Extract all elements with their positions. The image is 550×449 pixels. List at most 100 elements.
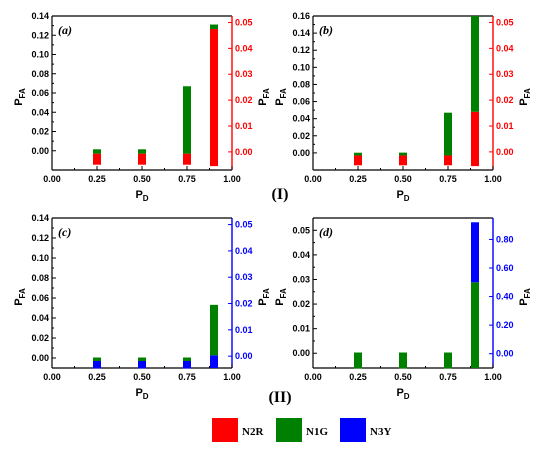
y-tick-label: 0.05 bbox=[292, 225, 310, 235]
bar-n1g bbox=[183, 86, 191, 154]
y-tick-label: 0.14 bbox=[292, 28, 310, 38]
y-tick-label: 0.02 bbox=[292, 131, 310, 141]
y-tick-label: 0.10 bbox=[31, 253, 49, 263]
y-tick-label: 0.03 bbox=[292, 274, 310, 284]
x-tick-label: 0.50 bbox=[394, 174, 412, 184]
y-tick-label: 0.14 bbox=[31, 213, 49, 223]
bar-n2r bbox=[471, 111, 479, 167]
panel-label: (c) bbox=[58, 225, 71, 239]
y-right-tick-label: 0.01 bbox=[235, 121, 253, 131]
bar-n3y bbox=[183, 361, 191, 369]
x-axis-label: PD bbox=[396, 189, 409, 203]
x-axis-label: PD bbox=[135, 387, 148, 401]
panel-label: (b) bbox=[319, 23, 333, 37]
y-tick-label: 0.12 bbox=[292, 45, 310, 55]
bar-n1g bbox=[399, 352, 407, 369]
legend-label-n3y: N3Y bbox=[370, 426, 391, 438]
y-right-axis-label: PFA bbox=[518, 288, 532, 306]
bar-n3y bbox=[471, 222, 479, 283]
y-right-axis-label: PFA bbox=[518, 88, 532, 106]
y-right-tick-label: 0.02 bbox=[235, 299, 253, 309]
y-tick-label: 0.10 bbox=[31, 50, 49, 60]
bar-n1g bbox=[93, 357, 101, 361]
y-tick-label: 0.04 bbox=[31, 313, 49, 323]
y-tick-label: 0.02 bbox=[31, 333, 49, 343]
panel-a: 0.00 0.02 0.04 0.06 0.08 0.10 0.12 0.14 0.00 0.01… bbox=[13, 11, 271, 203]
y-tick-label: 0.04 bbox=[31, 107, 49, 117]
bar-n1g bbox=[138, 149, 146, 154]
y-tick-label: 0.08 bbox=[31, 273, 49, 283]
x-tick-label: 0.75 bbox=[178, 174, 196, 184]
bar-n2r bbox=[210, 28, 218, 167]
bar-n1g bbox=[471, 282, 479, 368]
y-axis-label: PFA bbox=[274, 88, 288, 106]
x-tick-label: 0.75 bbox=[178, 372, 196, 382]
y-tick-label: 0.12 bbox=[31, 30, 49, 40]
y-right-tick-label: 0.01 bbox=[235, 325, 253, 335]
y-axis-label: PFA bbox=[13, 88, 27, 106]
y-right-tick-label: 0.05 bbox=[235, 17, 253, 27]
bar-n1g bbox=[183, 357, 191, 361]
x-tick-label: 1.00 bbox=[484, 372, 502, 382]
y-tick-label: 0.04 bbox=[292, 114, 310, 124]
bar-n1g bbox=[399, 152, 407, 156]
bar-n3y bbox=[138, 361, 146, 369]
y-tick-label: 0.04 bbox=[292, 250, 310, 260]
y-tick-label: 0.06 bbox=[31, 293, 49, 303]
x-tick-label: 0.50 bbox=[133, 174, 151, 184]
y-right-tick-label: 0.20 bbox=[496, 320, 514, 330]
x-axis-label: PD bbox=[396, 387, 409, 401]
legend-swatch-n1g bbox=[276, 418, 302, 442]
bar-n3y bbox=[210, 355, 218, 368]
bar-n2r bbox=[399, 155, 407, 166]
x-axis-label: PD bbox=[135, 189, 148, 203]
y-right-tick-label: 0.03 bbox=[496, 69, 514, 79]
x-tick-label: 1.00 bbox=[223, 174, 241, 184]
bar-n1g bbox=[138, 357, 146, 361]
bar-n1g bbox=[210, 24, 218, 29]
y-tick-label: 0.14 bbox=[31, 11, 49, 21]
y-right-tick-label: 0.04 bbox=[235, 43, 253, 53]
x-tick-label: 1.00 bbox=[223, 372, 241, 382]
x-tick-label: 0.50 bbox=[394, 372, 412, 382]
bar-n3y bbox=[93, 361, 101, 369]
bar-n1g bbox=[444, 112, 452, 156]
bar-n2r bbox=[183, 153, 191, 165]
bar-n1g bbox=[210, 304, 218, 356]
x-tick-label: 0.75 bbox=[439, 174, 457, 184]
y-right-axis-label: PFA bbox=[257, 288, 271, 306]
x-tick-label: 0.00 bbox=[43, 174, 61, 184]
x-tick-label: 0.00 bbox=[43, 372, 61, 382]
x-tick-label: 0.25 bbox=[88, 372, 106, 382]
y-right-tick-label: 0.00 bbox=[235, 147, 253, 157]
y-right-tick-label: 0.02 bbox=[496, 95, 514, 105]
y-right-tick-label: 0.01 bbox=[496, 121, 514, 131]
panel-label: (d) bbox=[319, 225, 333, 239]
panel-b: 0.00 0.02 0.04 0.06 0.08 0.10 0.12 0.14 0.16 0.00… bbox=[274, 11, 532, 203]
y-tick-label: 0.12 bbox=[31, 233, 49, 243]
x-tick-label: 0.25 bbox=[349, 372, 367, 382]
y-right-tick-label: 0.03 bbox=[235, 69, 253, 79]
x-tick-label: 0.00 bbox=[304, 174, 322, 184]
legend-swatch-n2r bbox=[212, 418, 238, 442]
y-tick-label: 0.02 bbox=[31, 127, 49, 137]
y-tick-label: 0.00 bbox=[31, 146, 49, 156]
y-tick-label: 0.06 bbox=[292, 97, 310, 107]
legend-swatch-n3y bbox=[340, 418, 366, 442]
y-tick-label: 0.00 bbox=[292, 148, 310, 158]
y-tick-label: 0.08 bbox=[292, 79, 310, 89]
bar-n2r bbox=[138, 153, 146, 165]
y-right-tick-label: 0.60 bbox=[496, 263, 514, 273]
group-label-ii: (II) bbox=[268, 389, 291, 406]
y-right-tick-label: 0.80 bbox=[496, 234, 514, 244]
group-label-i: (I) bbox=[272, 186, 289, 203]
y-right-tick-label: 0.00 bbox=[496, 349, 514, 359]
y-axis-label: PFA bbox=[13, 288, 27, 306]
y-tick-label: 0.10 bbox=[292, 62, 310, 72]
x-tick-label: 1.00 bbox=[484, 174, 502, 184]
bar-n1g bbox=[93, 149, 101, 154]
legend: N2R N1G N3Y bbox=[212, 418, 391, 442]
y-right-tick-label: 0.04 bbox=[235, 246, 253, 256]
y-tick-label: 0.01 bbox=[292, 324, 310, 334]
